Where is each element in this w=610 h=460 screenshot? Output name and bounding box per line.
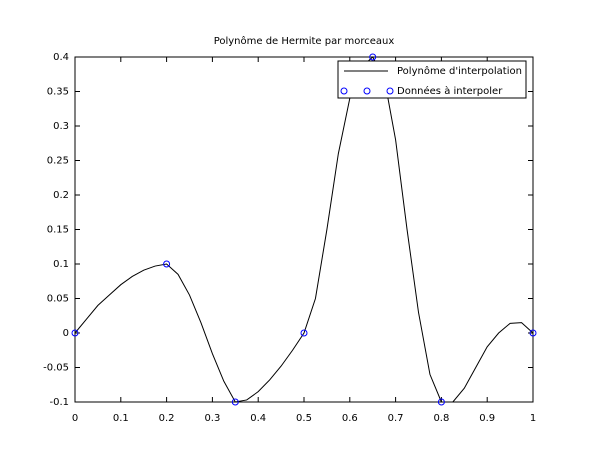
y-tick-label: 0.4 [53, 52, 69, 63]
y-tick-label: 0.2 [53, 190, 69, 201]
x-tick-label: 0.2 [159, 413, 175, 424]
y-tick-label: 0.05 [47, 294, 69, 305]
data-point [231, 398, 239, 406]
y-tick-label: 0.1 [53, 259, 69, 270]
y-tick-label: 0.25 [47, 156, 69, 167]
data-point [529, 329, 537, 337]
legend-label: Données à interpoler [397, 85, 503, 97]
chart-title: Polynôme de Hermite par morceaux [214, 35, 395, 47]
data-point [163, 260, 171, 268]
data-point [300, 329, 308, 337]
x-tick-label: 0.4 [250, 413, 266, 424]
x-tick-label: 0.3 [204, 413, 220, 424]
data-point [369, 53, 377, 61]
x-tick-label: 0 [72, 413, 78, 424]
legend-swatch [386, 87, 394, 95]
x-tick-label: 0.5 [296, 413, 312, 424]
legend-box [337, 60, 527, 99]
y-tick-label: -0.05 [43, 363, 69, 374]
x-tick-label: 0.9 [479, 413, 495, 424]
legend-label: Polynôme d'interpolation [397, 65, 522, 77]
x-tick-label: 1 [530, 413, 536, 424]
y-tick-label: 0.15 [47, 225, 69, 236]
x-tick-label: 0.6 [342, 413, 358, 424]
legend-swatch [363, 87, 371, 95]
data-point [71, 329, 79, 337]
x-tick-label: 0.8 [433, 413, 449, 424]
y-tick-label: 0 [63, 328, 69, 339]
y-tick-label: 0.3 [53, 121, 69, 132]
x-tick-label: 0.7 [388, 413, 404, 424]
data-point [437, 398, 445, 406]
y-tick-label: -0.1 [49, 397, 69, 408]
y-tick-label: 0.35 [47, 87, 69, 98]
legend-swatch [340, 87, 348, 95]
x-tick-label: 0.1 [113, 413, 129, 424]
curve [74, 56, 534, 403]
